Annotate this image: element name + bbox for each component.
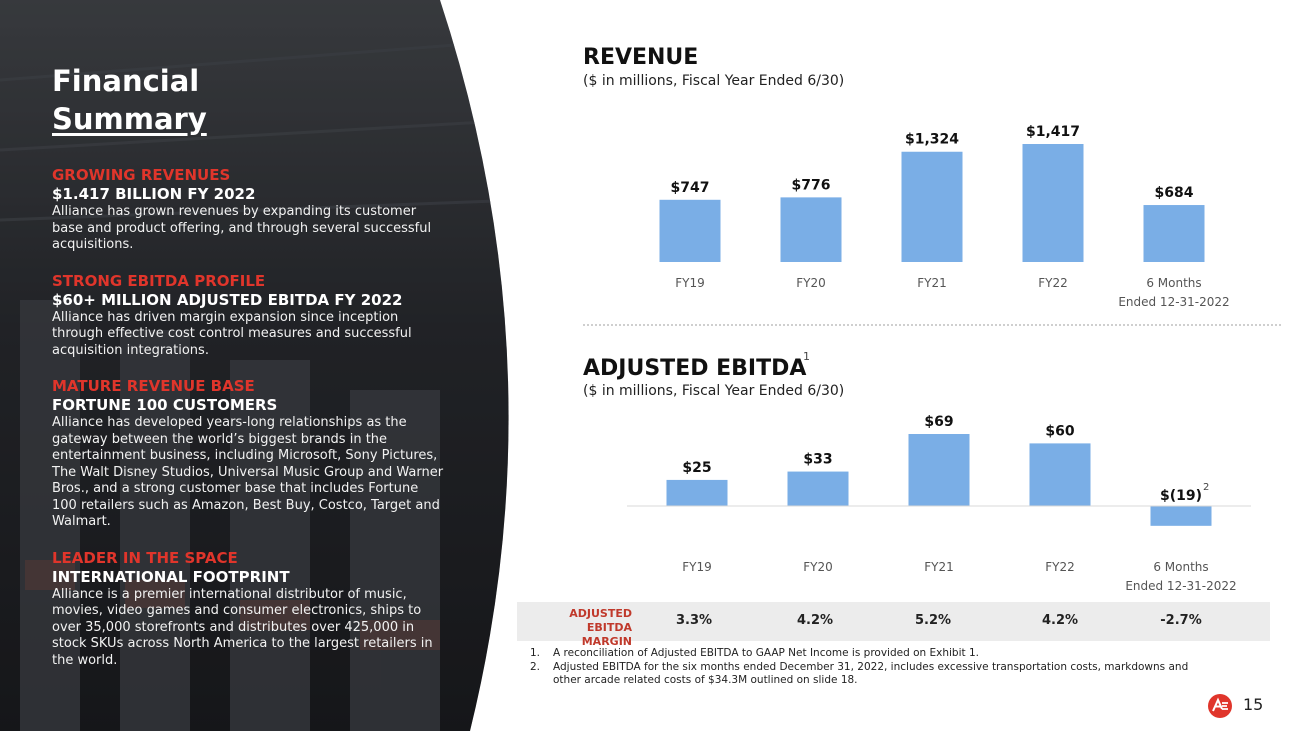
footnotes: 1. A reconciliation of Adjusted EBITDA t… bbox=[530, 647, 1230, 688]
category-label: FY22 bbox=[1045, 560, 1075, 574]
section-body: Alliance has grown revenues by expanding… bbox=[52, 204, 432, 252]
ebitda-title-footnote: 1 bbox=[803, 350, 810, 363]
data-label: $1,417 bbox=[1026, 124, 1080, 140]
category-label: FY19 bbox=[682, 560, 712, 574]
data-label: $60 bbox=[1045, 423, 1074, 439]
category-label: Ended 12-31-2022 bbox=[1125, 579, 1236, 593]
section-heading: STRONG EBITDA PROFILE bbox=[52, 271, 266, 290]
ebitda-margin-row: ADJUSTED EBITDA MARGIN 3.3% 4.2% 5.2% 4.… bbox=[517, 602, 1270, 648]
category-label: FY20 bbox=[803, 560, 833, 574]
section-mature-revenue: MATURE REVENUE BASE FORTUNE 100 CUSTOMER… bbox=[52, 377, 447, 531]
data-label: $33 bbox=[803, 452, 832, 468]
warehouse-background bbox=[0, 0, 509, 731]
bar bbox=[666, 479, 728, 506]
section-strong-ebitda: STRONG EBITDA PROFILE $60+ MILLION ADJUS… bbox=[52, 272, 447, 360]
category-label: 6 Months bbox=[1153, 560, 1208, 574]
data-label: $747 bbox=[671, 180, 710, 196]
section-leader: LEADER IN THE SPACE INTERNATIONAL FOOTPR… bbox=[52, 549, 447, 670]
revenue-title: REVENUE bbox=[583, 45, 699, 70]
page-number: 15 bbox=[1243, 695, 1264, 714]
category-label: 6 Months bbox=[1146, 276, 1201, 290]
category-label: FY20 bbox=[796, 276, 826, 290]
ebitda-title: ADJUSTED EBITDA bbox=[583, 356, 807, 381]
margin-value: 5.2% bbox=[914, 613, 952, 628]
category-label: FY22 bbox=[1038, 276, 1068, 290]
bar bbox=[780, 197, 842, 262]
category-label: Ended 12-31-2022 bbox=[1118, 295, 1229, 309]
section-body: Alliance has developed years-long relati… bbox=[52, 415, 444, 529]
bar bbox=[908, 434, 970, 506]
data-label: $1,324 bbox=[905, 132, 959, 148]
data-label: $(19) bbox=[1160, 488, 1202, 504]
bar bbox=[901, 151, 963, 262]
margin-value: 4.2% bbox=[1041, 613, 1079, 628]
section-subheading: INTERNATIONAL FOOTPRINT bbox=[52, 567, 290, 586]
category-label: FY19 bbox=[675, 276, 705, 290]
footnote: 2. Adjusted EBITDA for the six months en… bbox=[530, 660, 1189, 687]
section-body: Alliance has driven margin expansion sin… bbox=[52, 309, 412, 358]
bar bbox=[1150, 506, 1212, 526]
section-subheading: $60+ MILLION ADJUSTED EBITDA FY 2022 bbox=[52, 290, 403, 309]
section-body: Alliance is a premier international dist… bbox=[52, 586, 433, 668]
section-heading: LEADER IN THE SPACE bbox=[52, 548, 238, 567]
bar bbox=[1143, 205, 1205, 262]
ebitda-subtitle: ($ in millions, Fiscal Year Ended 6/30) bbox=[583, 383, 845, 399]
data-label: $25 bbox=[682, 460, 711, 476]
section-subheading: $1.417 BILLION FY 2022 bbox=[52, 185, 256, 203]
data-label: $69 bbox=[924, 414, 953, 430]
section-growing-revenues: GROWING REVENUES $1.417 BILLION FY 2022 … bbox=[52, 166, 447, 254]
margin-value: 4.2% bbox=[796, 613, 834, 628]
section-subheading: FORTUNE 100 CUSTOMERS bbox=[52, 396, 278, 414]
data-label: $684 bbox=[1155, 185, 1194, 201]
data-label: $776 bbox=[792, 177, 831, 193]
bar bbox=[659, 199, 721, 262]
divider bbox=[583, 324, 1281, 326]
footnote: 1. A reconciliation of Adjusted EBITDA t… bbox=[530, 647, 979, 659]
bar bbox=[1022, 144, 1084, 262]
left-panel: Financial Summary GROWING REVENUES $1.41… bbox=[0, 0, 520, 731]
margin-value: 3.3% bbox=[675, 613, 713, 628]
category-label: FY21 bbox=[917, 276, 947, 290]
page-title: Financial Summary bbox=[52, 64, 207, 136]
bar bbox=[787, 471, 849, 506]
summary-content: Financial Summary GROWING REVENUES $1.41… bbox=[52, 62, 447, 669]
data-label-footnote: 2 bbox=[1203, 482, 1209, 493]
section-heading: GROWING REVENUES bbox=[52, 166, 231, 184]
category-label: FY21 bbox=[924, 560, 954, 574]
margin-label: ADJUSTED EBITDA MARGIN bbox=[569, 607, 632, 648]
margin-value: -2.7% bbox=[1160, 613, 1202, 628]
company-logo-icon bbox=[1208, 694, 1232, 718]
revenue-subtitle: ($ in millions, Fiscal Year Ended 6/30) bbox=[583, 73, 845, 89]
section-heading: MATURE REVENUE BASE bbox=[52, 377, 255, 395]
bar bbox=[1029, 443, 1091, 506]
